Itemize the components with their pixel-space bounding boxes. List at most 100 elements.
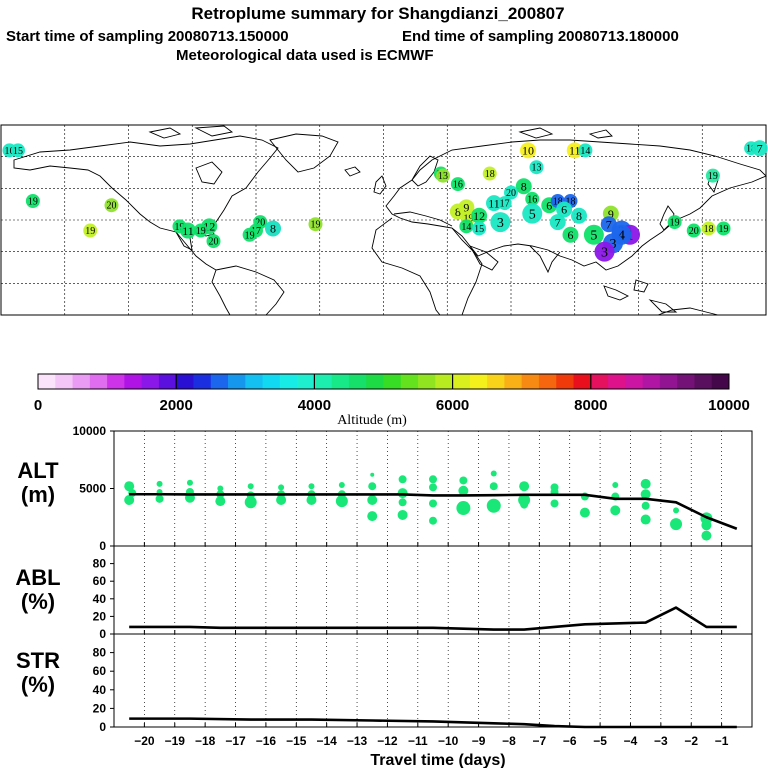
start-time-label: Start time of sampling 20080713.150000	[6, 28, 289, 45]
cluster-label: 19	[175, 222, 185, 233]
cluster-label: 6	[561, 203, 567, 217]
x-tick-label: −16	[256, 734, 277, 748]
altitude-blob	[701, 520, 712, 531]
colorbar-swatch	[228, 374, 246, 389]
cluster-marker	[308, 217, 323, 232]
altitude-blob	[459, 476, 468, 485]
altitude-blob	[306, 495, 317, 505]
x-tick-label: −9	[472, 734, 486, 748]
x-tick-label: −12	[377, 734, 398, 748]
cluster-label: 13	[532, 163, 542, 174]
y-tick-label: 0	[99, 627, 106, 641]
colorbar-swatch	[608, 374, 626, 389]
cluster-label: 16	[453, 180, 463, 191]
x-axis-label: Travel time (days)	[370, 752, 505, 768]
altitude-blob	[308, 483, 315, 490]
colorbar-swatch	[504, 374, 523, 389]
colorbar-swatch	[590, 374, 609, 389]
altitude-blob	[610, 505, 621, 516]
colorbar-tick-label: 0	[34, 397, 42, 414]
cluster-label: 11	[488, 196, 500, 210]
x-tick-label: −3	[654, 734, 668, 748]
cluster-label: 3	[601, 246, 608, 261]
x-tick-label: −8	[502, 734, 516, 748]
cluster-label: 20	[107, 201, 117, 212]
colorbar-swatch	[538, 374, 557, 389]
y-tick-label: 40	[93, 683, 107, 697]
altitude-blob	[367, 495, 378, 505]
panel-title: ALT	[17, 458, 59, 483]
altitude-blob	[398, 475, 407, 484]
cluster-marker	[716, 221, 731, 236]
y-tick-label: 60	[93, 574, 107, 588]
colorbar-swatch	[262, 374, 281, 389]
cluster-marker	[583, 224, 604, 245]
altitude-blob	[429, 475, 437, 484]
end-time-label: End time of sampling 20080713.180000	[402, 28, 679, 45]
colorbar-swatch	[556, 374, 575, 389]
cluster-marker	[515, 178, 532, 195]
cluster-label: 12	[473, 209, 485, 223]
cluster-marker	[566, 142, 583, 159]
x-tick-label: −20	[134, 734, 155, 748]
cluster-label: 16	[5, 146, 15, 157]
colorbar-swatch	[573, 374, 592, 389]
cluster-label: 8	[576, 209, 582, 223]
cluster-marker	[265, 220, 281, 237]
series-line	[129, 717, 737, 729]
altitude-colorbar: 0 2000 4000 6000 8000 10000 Altitude (m)	[34, 373, 750, 428]
y-tick-label: 80	[93, 646, 107, 660]
cluster-label: 17	[500, 199, 510, 210]
altitude-blob	[640, 478, 651, 489]
colorbar-swatch	[435, 374, 454, 389]
y-tick-label: 5000	[79, 482, 106, 496]
cluster-label: 20	[506, 188, 516, 199]
colorbar-swatch	[297, 374, 315, 389]
altitude-blob	[370, 472, 375, 477]
altitude-blob	[338, 482, 345, 489]
colorbar-swatch	[521, 374, 540, 389]
altitude-blob	[335, 495, 348, 508]
colorbar-swatch	[625, 374, 644, 389]
colorbar-swatch	[400, 374, 419, 389]
x-tick-label: −4	[624, 734, 638, 748]
altitude-blob	[701, 530, 712, 541]
cluster-label: 14	[461, 222, 471, 233]
cluster-label: 9	[608, 207, 614, 221]
altitude-blob	[156, 480, 163, 487]
cluster-label: 13	[438, 171, 448, 182]
world-map: 1615187192019191219111920201781919141316…	[0, 124, 768, 316]
altitude-blob	[640, 489, 651, 500]
cluster-marker	[701, 221, 716, 236]
x-tick-label: −14	[316, 734, 337, 748]
cluster-marker	[193, 223, 208, 238]
y-tick-label: 40	[93, 592, 107, 606]
cluster-marker	[578, 143, 593, 158]
cluster-marker	[11, 143, 25, 158]
altitude-blob	[244, 496, 257, 509]
panel-frame	[113, 633, 753, 728]
panel-unit: (%)	[21, 672, 55, 697]
y-tick-label: 0	[99, 539, 106, 553]
cluster-marker	[472, 221, 487, 236]
cluster-marker	[180, 222, 196, 239]
cluster-label: 20	[209, 237, 219, 248]
cluster-label: 7	[555, 215, 561, 229]
cluster-marker	[520, 142, 536, 159]
cluster-label: 19	[311, 220, 321, 231]
altitude-blob	[429, 516, 437, 525]
cluster-marker	[571, 207, 587, 224]
x-tick-label: −17	[225, 734, 246, 748]
cluster-marker	[522, 203, 543, 224]
cluster-label: 17	[251, 226, 261, 237]
map-graticule	[1, 125, 766, 315]
altitude-blob	[641, 501, 650, 510]
cluster-marker	[83, 223, 98, 238]
colorbar-swatch	[314, 374, 333, 389]
cluster-label: 8	[455, 205, 461, 219]
x-tick-label: −15	[286, 734, 307, 748]
altitude-blob	[217, 485, 224, 492]
cluster-marker	[242, 227, 257, 242]
colorbar-swatch	[348, 374, 367, 389]
y-tick-label: 0	[99, 720, 106, 734]
